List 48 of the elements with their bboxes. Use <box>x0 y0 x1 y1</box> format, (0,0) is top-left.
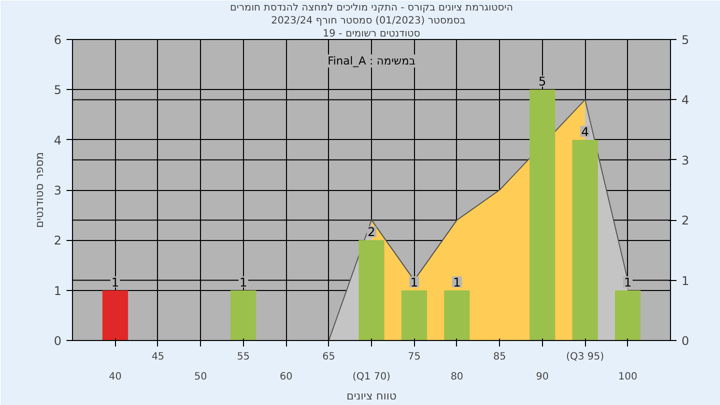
y-tick-label: 4 <box>54 133 62 148</box>
data-label: 1 <box>453 275 461 290</box>
annotation: סטודנטים רשומים - 19 <box>322 28 420 40</box>
x-tick-label: 65 <box>322 352 336 362</box>
y2-tick-label: 3 <box>682 153 690 168</box>
y2-tick-label: 5 <box>682 33 690 47</box>
x-tick-label: 90 <box>536 372 549 382</box>
y-tick-label: 3 <box>54 184 62 198</box>
y-tick-label: 0 <box>54 334 62 348</box>
y2-tick-label: 1 <box>682 274 690 288</box>
y-tick-label: 6 <box>54 33 62 47</box>
x-tick-label: 75 <box>408 352 421 362</box>
x-tick-label: 60 <box>280 372 292 382</box>
bar <box>530 90 556 340</box>
bar <box>572 140 598 340</box>
data-label: 2 <box>368 225 376 240</box>
y-tick-label: 1 <box>54 284 62 298</box>
y2-tick-label: 4 <box>682 93 690 108</box>
bar <box>358 240 384 340</box>
y-tick-label: 2 <box>54 234 62 248</box>
x-tick-label: 50 <box>194 372 208 382</box>
x-tick-label: 55 <box>236 352 250 362</box>
x-tick-label: 100 <box>618 372 638 382</box>
x-axis-title: טווח ציונים <box>346 390 396 402</box>
annotation: Final_A : במשימה <box>328 54 416 68</box>
x-tick-label: 40 <box>108 372 122 382</box>
x-tick-label: (Q1 70) <box>352 372 391 382</box>
bar <box>401 290 428 340</box>
x-tick-label: (Q3 95) <box>566 352 604 362</box>
data-label: 1 <box>410 275 418 290</box>
data-label: 1 <box>111 275 120 290</box>
data-label: 4 <box>581 124 589 139</box>
y2-tick-label: 2 <box>682 214 690 228</box>
bar <box>230 290 256 340</box>
y-tick-label: 5 <box>54 83 62 98</box>
y2-tick-label: 0 <box>682 334 690 348</box>
chart-subtitle: בסמסטר (01/2023) סמסטר חורף 2023/24 <box>271 16 466 26</box>
x-tick-label: 80 <box>450 372 464 382</box>
x-tick-label: 45 <box>152 352 164 362</box>
data-label: 1 <box>240 275 248 290</box>
chart-title: היסטוגרמת ציונים בקורס - התקני מוליכים למחצה להנדסת חומרים <box>230 2 513 14</box>
bar <box>444 290 470 340</box>
x-tick-label: 85 <box>493 352 506 362</box>
bar <box>102 290 128 340</box>
data-label: 5 <box>538 74 546 89</box>
data-label: 1 <box>624 275 632 290</box>
y-axis-title: מספר סטודנטים <box>32 152 46 228</box>
bar <box>614 290 641 340</box>
